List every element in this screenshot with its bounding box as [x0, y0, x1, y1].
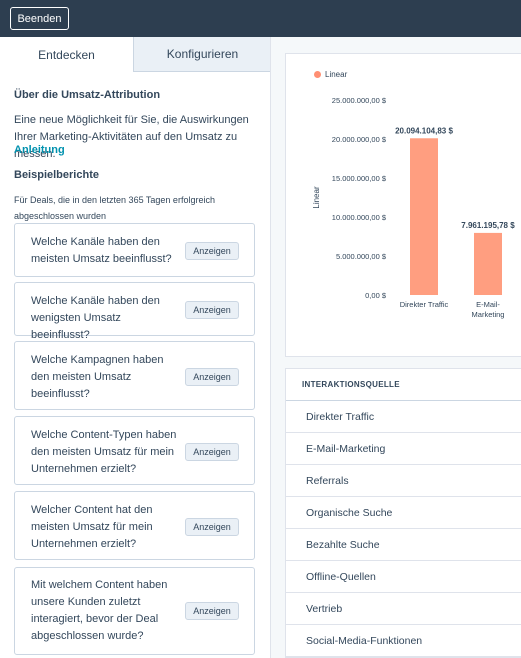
- guide-link[interactable]: Anleitung: [14, 144, 65, 156]
- y-axis-title: Linear: [312, 186, 321, 209]
- examples-title: Beispielberichte: [14, 169, 99, 181]
- example-question: Welche Kanäle haben den wenigsten Umsatz…: [31, 295, 160, 341]
- example-card: Welche Kanäle haben den meisten Umsatz b…: [14, 223, 255, 277]
- bar-value-label: 20.094.104,83 $: [395, 126, 453, 135]
- show-button[interactable]: Anzeigen: [185, 443, 239, 461]
- example-question: Welcher Content hat den meisten Umsatz f…: [31, 504, 153, 550]
- examples-note: Für Deals, die in den letzten 365 Tagen …: [14, 195, 215, 221]
- chart-bar: [474, 232, 502, 295]
- x-tick-label: E-Mail-: [476, 300, 500, 309]
- table-row[interactable]: Bezahlte Suche: [286, 529, 521, 561]
- legend-label: Linear: [325, 70, 348, 79]
- table-row[interactable]: Vertrieb: [286, 593, 521, 625]
- example-card: Welche Kanäle haben den wenigsten Umsatz…: [14, 282, 255, 341]
- source-table: INTERAKTIONSQUELLE Direkter Traffic E-Ma…: [285, 368, 521, 658]
- show-button[interactable]: Anzeigen: [185, 602, 239, 620]
- y-tick-label: 0,00 $: [365, 291, 387, 300]
- example-card: Welche Content-Typen haben den meisten U…: [14, 416, 255, 485]
- exit-button[interactable]: Beenden: [10, 7, 69, 30]
- example-question: Mit welchem Content haben unsere Kunden …: [31, 579, 168, 642]
- chart-legend: Linear: [314, 70, 347, 79]
- example-question: Welche Kampagnen haben den meisten Umsat…: [31, 354, 164, 400]
- y-tick-label: 10.000.000,00 $: [332, 213, 387, 222]
- table-row[interactable]: Organische Suche: [286, 497, 521, 529]
- example-card: Welche Kampagnen haben den meisten Umsat…: [14, 341, 255, 410]
- tab-configure[interactable]: Konfigurieren: [134, 37, 270, 72]
- example-card: Mit welchem Content haben unsere Kunden …: [14, 567, 255, 655]
- top-bar: Beenden: [0, 0, 521, 37]
- show-button[interactable]: Anzeigen: [185, 518, 239, 536]
- table-row[interactable]: Offline-Quellen: [286, 561, 521, 593]
- y-tick-label: 25.000.000,00 $: [332, 96, 387, 105]
- example-question: Welche Kanäle haben den meisten Umsatz b…: [31, 236, 172, 265]
- tab-discover[interactable]: Entdecken: [0, 37, 134, 72]
- table-row[interactable]: Social-Media-Funktionen: [286, 625, 521, 657]
- table-row[interactable]: Referrals: [286, 465, 521, 497]
- revenue-chart: 25.000.000,00 $ 20.000.000,00 $ 15.000.000…: [312, 96, 515, 319]
- table-row[interactable]: Direkter Traffic: [286, 401, 521, 433]
- y-tick-label: 5.000.000,00 $: [336, 252, 387, 261]
- table-row[interactable]: E-Mail-Marketing: [286, 433, 521, 465]
- y-tick-label: 20.000.000,00 $: [332, 135, 387, 144]
- chart-card: Linear 25.000.000,00 $ 20.000.000,00 $ 15.…: [285, 53, 521, 357]
- tab-bar: Entdecken Konfigurieren: [0, 37, 270, 72]
- x-tick-label: Marketing: [472, 310, 505, 319]
- show-button[interactable]: Anzeigen: [185, 301, 239, 319]
- x-tick-label: Direkter Traffic: [400, 300, 449, 309]
- chart-bar: [410, 138, 438, 295]
- example-question: Welche Content-Typen haben den meisten U…: [31, 429, 177, 475]
- table-header: INTERAKTIONSQUELLE: [286, 369, 521, 401]
- y-tick-label: 15.000.000,00 $: [332, 174, 387, 183]
- example-card: Welcher Content hat den meisten Umsatz f…: [14, 491, 255, 560]
- bar-value-label: 7.961.195,78 $: [461, 221, 515, 230]
- show-button[interactable]: Anzeigen: [185, 242, 239, 260]
- about-text: Eine neue Möglichkeit für Sie, die Auswi…: [14, 114, 249, 160]
- show-button[interactable]: Anzeigen: [185, 368, 239, 386]
- legend-swatch: [314, 71, 321, 78]
- about-title: Über die Umsatz-Attribution: [14, 89, 161, 101]
- left-panel: Entdecken Konfigurieren Über die Umsatz-…: [0, 37, 271, 658]
